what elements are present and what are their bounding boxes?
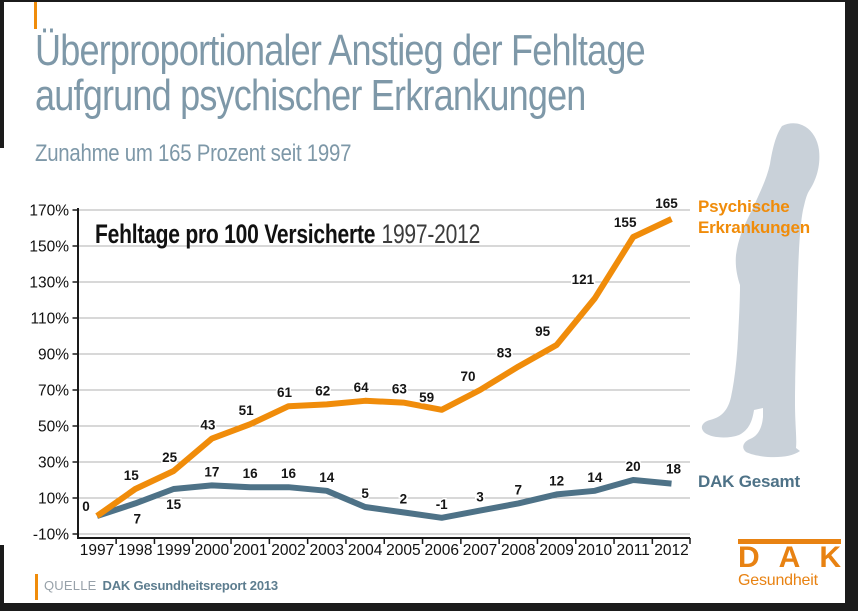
source-accent-bar bbox=[35, 574, 38, 600]
data-label: 14 bbox=[587, 470, 603, 485]
data-label: 64 bbox=[354, 380, 370, 395]
series-line-psychische bbox=[95, 216, 673, 519]
y-axis-label: 10% bbox=[38, 491, 69, 508]
x-axis-label: 2008 bbox=[501, 542, 535, 559]
y-axis-label: 170% bbox=[29, 203, 69, 220]
dak-logo-tagline: Gesundheit bbox=[738, 572, 818, 589]
data-label: 70 bbox=[460, 369, 475, 384]
source-text: DAK Gesundheitsreport 2013 bbox=[102, 578, 279, 593]
source-line: QUELLE DAK Gesundheitsreport 2013 bbox=[44, 578, 278, 593]
data-label: 7 bbox=[515, 482, 523, 497]
data-label: 14 bbox=[319, 470, 335, 485]
data-label: 7 bbox=[134, 511, 142, 526]
data-label: 12 bbox=[549, 473, 564, 488]
data-label: 63 bbox=[392, 382, 408, 397]
dak-logo: D A K Gesundheit bbox=[738, 539, 841, 590]
frame-top bbox=[0, 0, 858, 2]
frame-left-top bbox=[0, 0, 4, 148]
dak-logo-letter: K bbox=[819, 541, 841, 574]
data-label: 0 bbox=[82, 499, 90, 514]
data-label: 2 bbox=[400, 491, 408, 506]
dak-logo-letter: D bbox=[738, 541, 760, 574]
y-axis-label: 70% bbox=[38, 383, 69, 400]
data-label: 155 bbox=[614, 215, 637, 230]
x-axis-label: 2006 bbox=[424, 542, 458, 559]
data-label: 62 bbox=[315, 383, 330, 398]
y-axis-label: -10% bbox=[33, 527, 69, 544]
x-axis-label: 2010 bbox=[578, 542, 613, 559]
data-label: 16 bbox=[281, 466, 297, 481]
frame-right bbox=[845, 0, 858, 611]
data-label: 15 bbox=[124, 468, 140, 483]
data-label: -1 bbox=[436, 497, 448, 512]
source-label: QUELLE bbox=[44, 578, 97, 593]
legend-psychische-erkrankungen: Psychische Erkrankungen bbox=[698, 197, 810, 237]
x-axis-label: 2005 bbox=[386, 542, 420, 559]
data-label: 3 bbox=[476, 490, 484, 505]
axis bbox=[77, 208, 690, 539]
frame-bottom bbox=[0, 603, 858, 611]
x-axis-label: 2009 bbox=[539, 542, 573, 559]
data-label: 5 bbox=[361, 486, 369, 501]
page-title: Überproportionaler Anstieg der Fehltage … bbox=[35, 26, 646, 120]
x-axis-label: 2011 bbox=[617, 542, 650, 559]
data-label: 59 bbox=[419, 390, 434, 405]
y-axis-label: 110% bbox=[31, 311, 70, 328]
data-label: 61 bbox=[277, 385, 293, 400]
frame-left-bottom bbox=[0, 545, 4, 611]
y-axis-label: 50% bbox=[38, 419, 69, 436]
data-label: 15 bbox=[166, 497, 182, 512]
series-line-dak-gesamt bbox=[96, 477, 672, 521]
legend-dak-gesamt: DAK Gesamt bbox=[698, 472, 800, 491]
data-label: 17 bbox=[204, 464, 219, 479]
y-axis-label: 90% bbox=[38, 347, 69, 364]
chart-title-bold: Fehltage pro 100 Versicherte bbox=[95, 219, 376, 249]
data-label: 43 bbox=[200, 418, 216, 433]
data-label: 20 bbox=[626, 459, 641, 474]
dak-logo-word: D A K bbox=[738, 541, 841, 574]
chart-title: Fehltage pro 100 Versicherte 1997-2012 bbox=[95, 219, 480, 250]
y-axis-label: 130% bbox=[29, 275, 69, 292]
x-axis-label: 1997 bbox=[80, 542, 114, 559]
dak-logo-bar bbox=[738, 539, 841, 544]
data-label: 18 bbox=[666, 462, 682, 477]
data-label: 121 bbox=[572, 272, 595, 287]
dak-logo-letter: A bbox=[778, 541, 801, 574]
data-label: 165 bbox=[655, 196, 678, 211]
data-label: 16 bbox=[243, 466, 259, 481]
page-title-line2: aufgrund psychischer Erkrankungen bbox=[35, 71, 586, 120]
page-title-line1: Überproportionaler Anstieg der Fehltage bbox=[35, 26, 646, 75]
y-axis-label: 30% bbox=[38, 455, 69, 472]
data-label: 95 bbox=[535, 324, 551, 339]
x-axis-label: 2001 bbox=[233, 542, 267, 559]
x-axis-label: 2007 bbox=[463, 542, 497, 559]
x-axis-label: 2004 bbox=[348, 542, 383, 559]
x-axis-label: 2003 bbox=[310, 542, 344, 559]
data-label: 25 bbox=[162, 450, 178, 465]
x-axis-label: 2000 bbox=[195, 542, 230, 559]
x-axis-label: 1998 bbox=[118, 542, 152, 559]
chart-title-period: 1997-2012 bbox=[381, 219, 481, 249]
page-subtitle: Zunahme um 165 Prozent seit 1997 bbox=[35, 140, 352, 167]
y-axis-label: 150% bbox=[29, 239, 69, 256]
x-axis-label: 1999 bbox=[156, 542, 190, 559]
x-axis-label: 2012 bbox=[654, 542, 688, 559]
header-accent-tick bbox=[34, 0, 37, 29]
x-axis-label: 2002 bbox=[271, 542, 305, 559]
person-silhouette-icon bbox=[701, 123, 820, 458]
data-label: 51 bbox=[239, 403, 255, 418]
data-label: 83 bbox=[497, 346, 513, 361]
